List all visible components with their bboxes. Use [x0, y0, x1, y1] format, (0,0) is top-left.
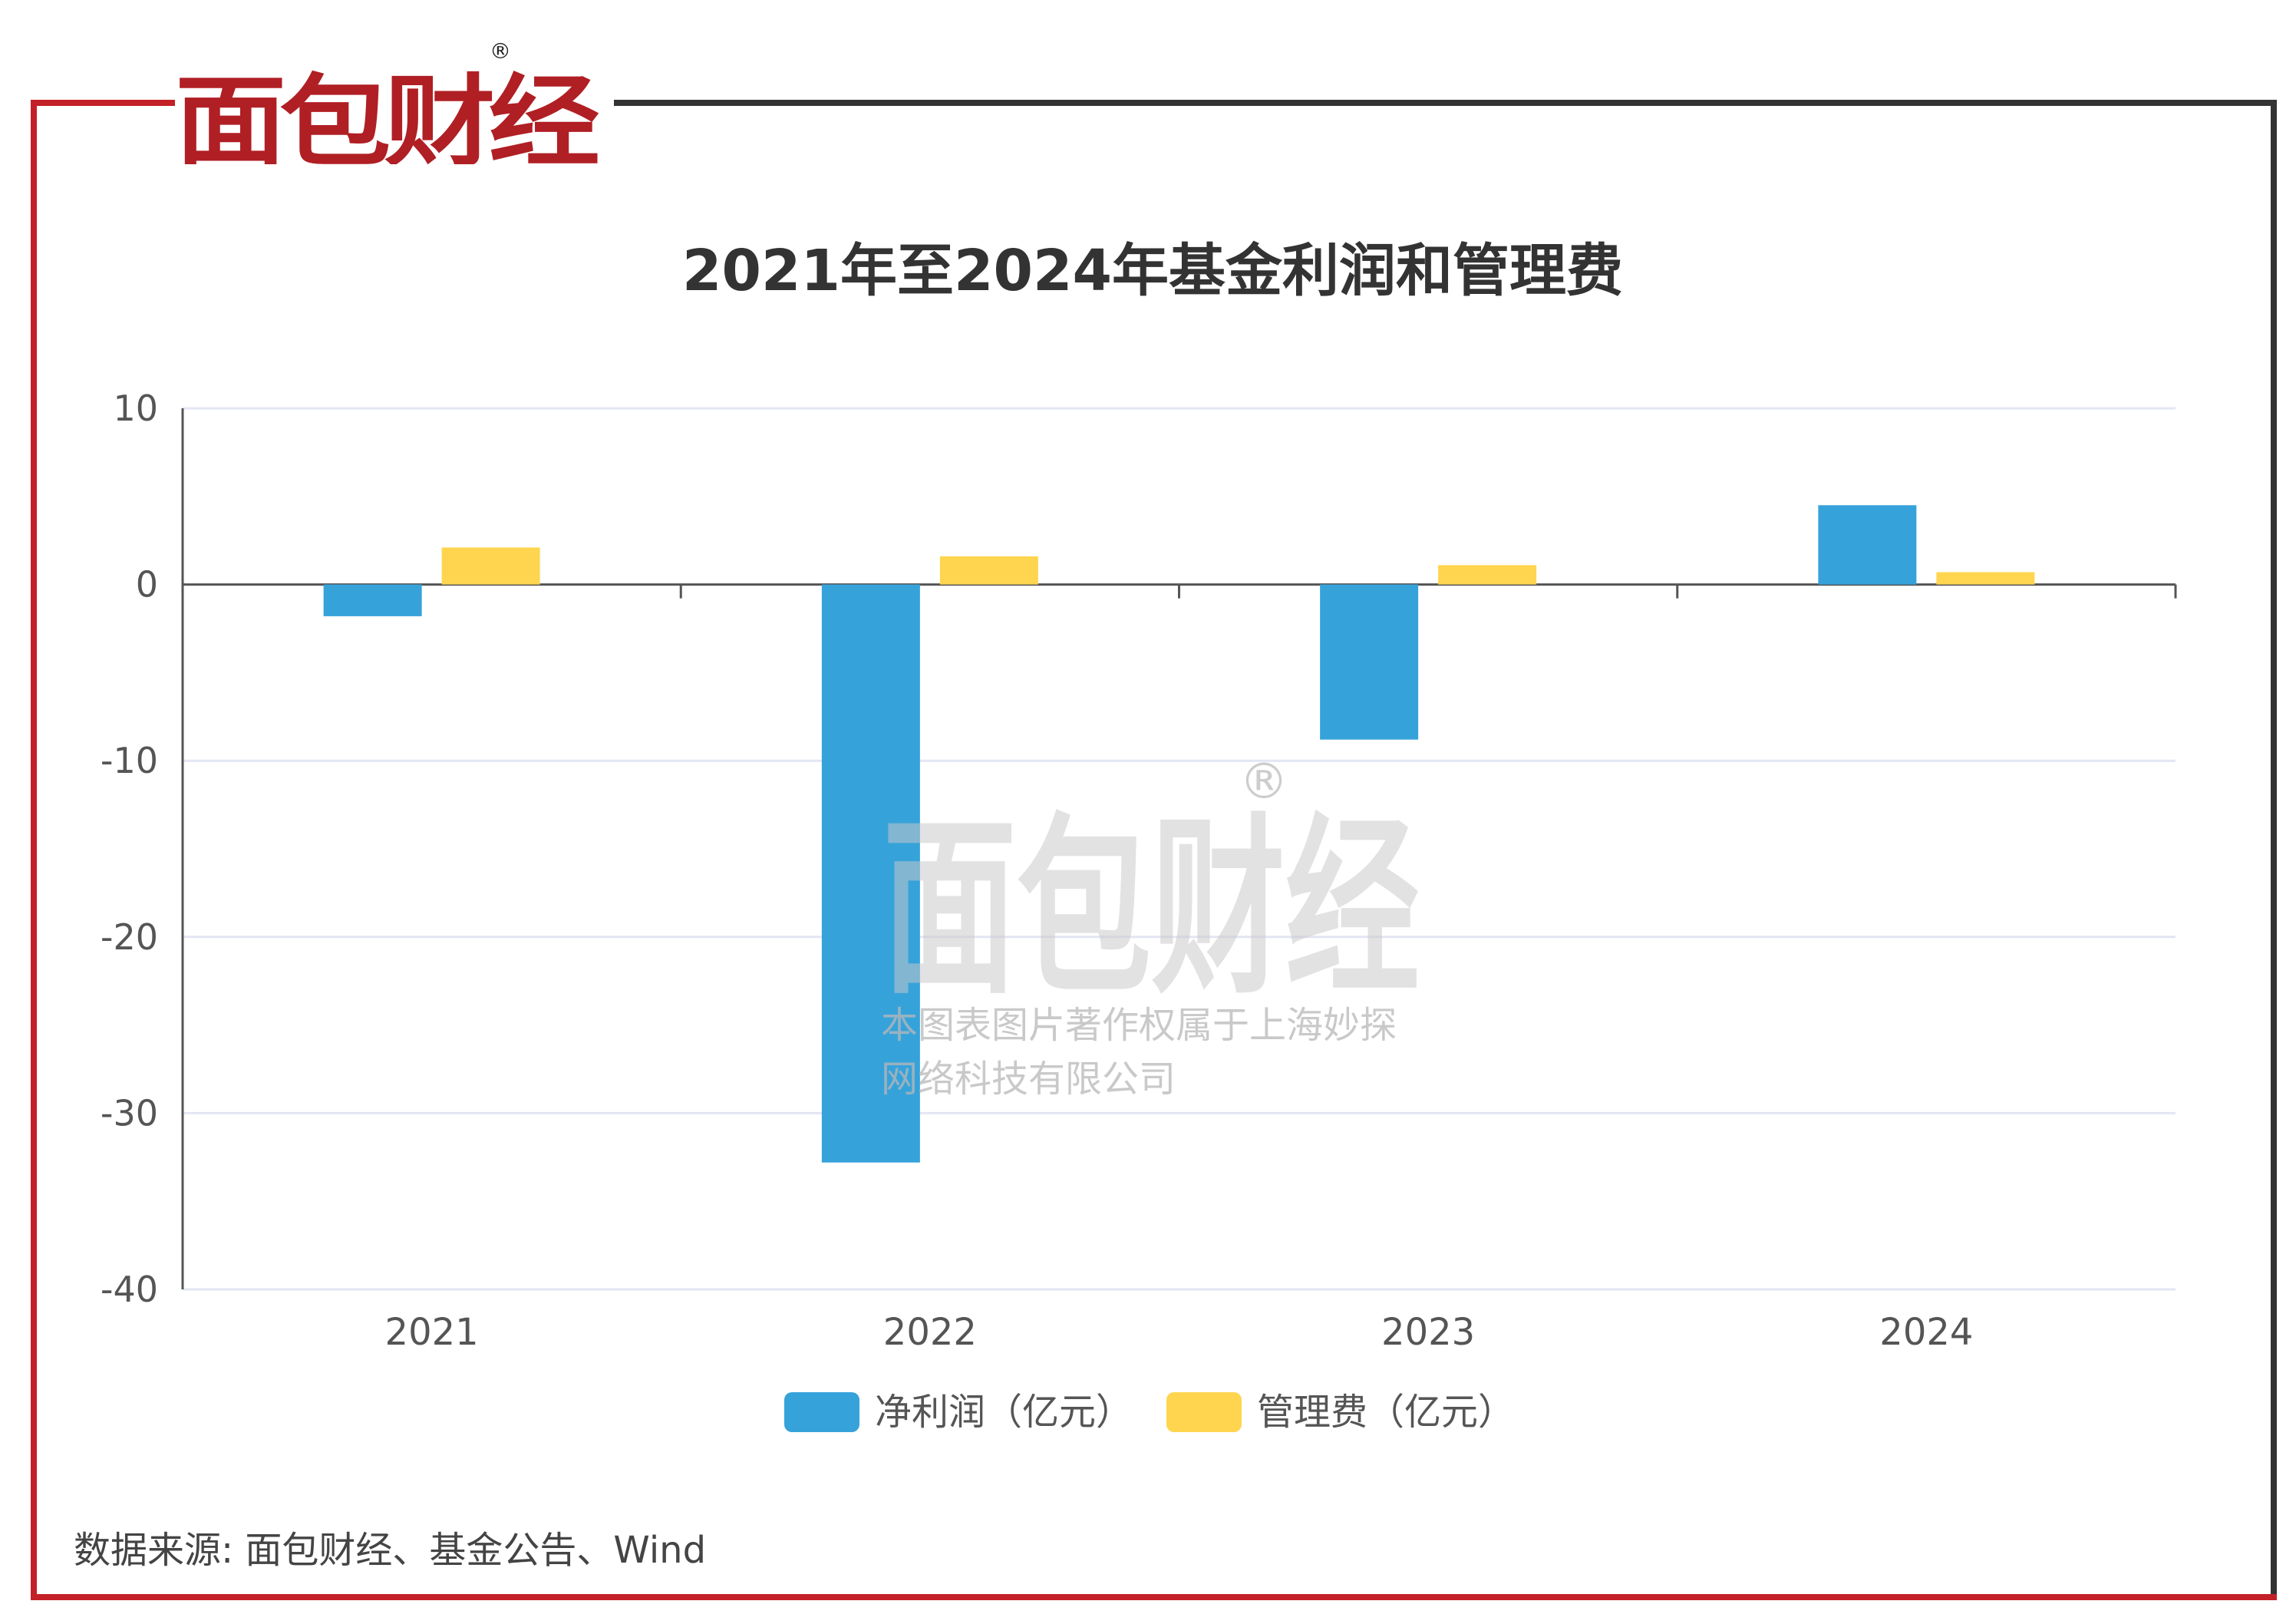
legend-label: 净利润（亿元）	[875, 1391, 1133, 1434]
watermark-registered-mark: ®	[1239, 754, 1288, 810]
chart-title: 2021年至2024年基金利润和管理费	[682, 238, 1623, 304]
x-tick-label: 2021	[385, 1311, 479, 1354]
watermark: 面包财经 ® 本图表图片著作权属于上海妙探 网络科技有限公司	[881, 754, 1420, 1101]
watermark-line-1: 本图表图片著作权属于上海妙探	[881, 1004, 1397, 1047]
frame-top-right-dark	[614, 100, 2277, 106]
bars	[323, 505, 2035, 1163]
x-tick-label: 2024	[1879, 1311, 1973, 1354]
source-note: 数据来源: 面包财经、基金公告、Wind	[74, 1529, 707, 1572]
frame-top-left-red	[31, 100, 176, 106]
brand-logo-text: 面包财经	[175, 64, 599, 164]
bar-mgmt-fee-2021	[441, 547, 540, 585]
bar-mgmt-fee-2024	[1936, 572, 2035, 585]
bar-mgmt-fee-2022	[939, 556, 1038, 585]
legend-swatch	[1166, 1392, 1242, 1432]
x-tick-label: 2023	[1381, 1311, 1475, 1354]
watermark-line-2: 网络科技有限公司	[881, 1058, 1176, 1101]
grid-lines	[183, 407, 2176, 1291]
y-tick-label: 10	[113, 388, 158, 429]
legend: 净利润（亿元） 管理费（亿元）	[784, 1391, 1515, 1434]
y-tick-label: -20	[101, 916, 158, 958]
bar-net-profit-2023	[1320, 584, 1419, 740]
legend-label: 管理费（亿元）	[1257, 1391, 1515, 1434]
y-tick-label: -10	[101, 740, 158, 781]
frame-bottom	[31, 1594, 2277, 1600]
bar-net-profit-2024	[1818, 505, 1917, 585]
frame-left	[31, 100, 37, 1600]
brand-logo: 面包财经 ®	[175, 38, 605, 164]
y-tick-label: -30	[101, 1092, 158, 1134]
bar-net-profit-2022	[821, 584, 920, 1163]
x-tick-label: 2022	[883, 1311, 977, 1354]
bar-mgmt-fee-2023	[1438, 565, 1537, 585]
y-tick-label: -40	[101, 1269, 158, 1310]
frame-right	[2271, 100, 2277, 1600]
bar-net-profit-2021	[323, 584, 422, 616]
watermark-logo-text: 面包财经	[882, 797, 1420, 1020]
registered-mark: ®	[490, 38, 511, 64]
legend-swatch	[784, 1392, 859, 1432]
y-tick-label: 0	[136, 564, 158, 606]
y-axis-ticks: 10 0 -10 -20 -30 -40	[101, 388, 158, 1310]
x-axis-ticks: 2021 2022 2023 2024	[385, 1311, 1974, 1354]
